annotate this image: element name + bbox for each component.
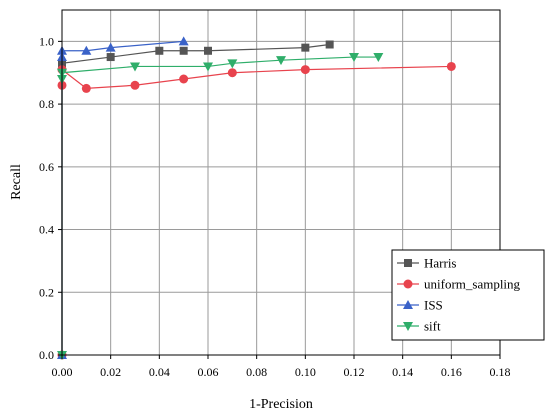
legend-marker-sift <box>403 322 413 331</box>
x-axis-label: 1-Precision <box>249 397 313 412</box>
legend-item-sift: sift <box>397 319 441 334</box>
x-tick-label: 0.18 <box>490 365 511 379</box>
x-tick-label: 0.02 <box>100 365 121 379</box>
data-point-uniform-sampling <box>300 65 310 75</box>
legend-marker-iss <box>403 300 413 309</box>
legend-label: Harris <box>424 256 457 271</box>
x-tick-label: 0.00 <box>52 365 73 379</box>
y-tick-label: 1.0 <box>39 34 54 48</box>
legend-item-harris: Harris <box>397 256 457 271</box>
data-point-uniform-sampling <box>227 68 237 78</box>
legend: Harris uniform_sampling ISS sift <box>391 249 545 341</box>
data-point-harris <box>106 53 115 62</box>
series-sift <box>57 53 384 360</box>
plot-frame <box>61 9 501 356</box>
x-tick-label: 0.16 <box>441 365 462 379</box>
series-line-harris <box>61 43 330 355</box>
series-harris <box>58 40 334 359</box>
y-tick-label: 0.8 <box>39 97 54 111</box>
series-iss <box>57 36 189 359</box>
y-tick-label: 0.6 <box>39 160 54 174</box>
data-point-sift <box>227 59 238 69</box>
legend-label: uniform_sampling <box>424 277 521 292</box>
x-tick-label: 0.14 <box>392 365 413 379</box>
x-tick-label: 0.10 <box>295 365 316 379</box>
legend-marker-uniform-sampling <box>403 279 413 289</box>
data-point-harris <box>301 43 310 52</box>
data-point-sift <box>130 62 140 72</box>
data-point-sift <box>276 56 286 66</box>
x-tick-label: 0.08 <box>246 365 267 379</box>
x-tick-label: 0.12 <box>344 365 365 379</box>
data-point-uniform-sampling <box>179 74 189 84</box>
data-point-uniform-sampling <box>130 80 140 90</box>
data-point-sift <box>373 53 384 63</box>
data-point-harris <box>204 46 212 55</box>
data-point-harris <box>155 46 164 55</box>
y-tick-label: 0.0 <box>39 348 54 362</box>
legend-label: ISS <box>424 298 443 313</box>
x-tick-label: 0.04 <box>149 365 170 379</box>
data-point-sift <box>203 62 213 72</box>
x-tick-label: 0.06 <box>198 365 219 379</box>
data-point-iss <box>178 36 189 46</box>
data-point-iss <box>105 42 116 52</box>
data-point-sift <box>349 53 359 63</box>
series-line-iss <box>61 40 184 355</box>
legend-label: sift <box>424 319 441 334</box>
series-line-sift <box>61 56 379 355</box>
y-tick-label: 0.4 <box>39 223 54 237</box>
legend-item-iss: ISS <box>397 298 443 313</box>
legend-box <box>391 249 545 341</box>
legend-item-uniform-sampling: uniform_sampling <box>397 277 521 292</box>
y-axis-label: Recall <box>9 164 24 200</box>
data-point-uniform-sampling <box>81 83 91 93</box>
y-tick-label: 0.2 <box>39 285 54 299</box>
axis-ticks: 0.0 0.2 0.4 0.6 0.8 1.0 0.00 0.02 0.04 0.06 0.08 0.… <box>39 34 511 379</box>
data-point-iss <box>81 45 92 55</box>
data-point-uniform-sampling <box>446 61 456 71</box>
legend-marker-harris <box>404 259 412 267</box>
data-point-harris <box>179 46 188 55</box>
data-point-harris <box>325 40 334 49</box>
